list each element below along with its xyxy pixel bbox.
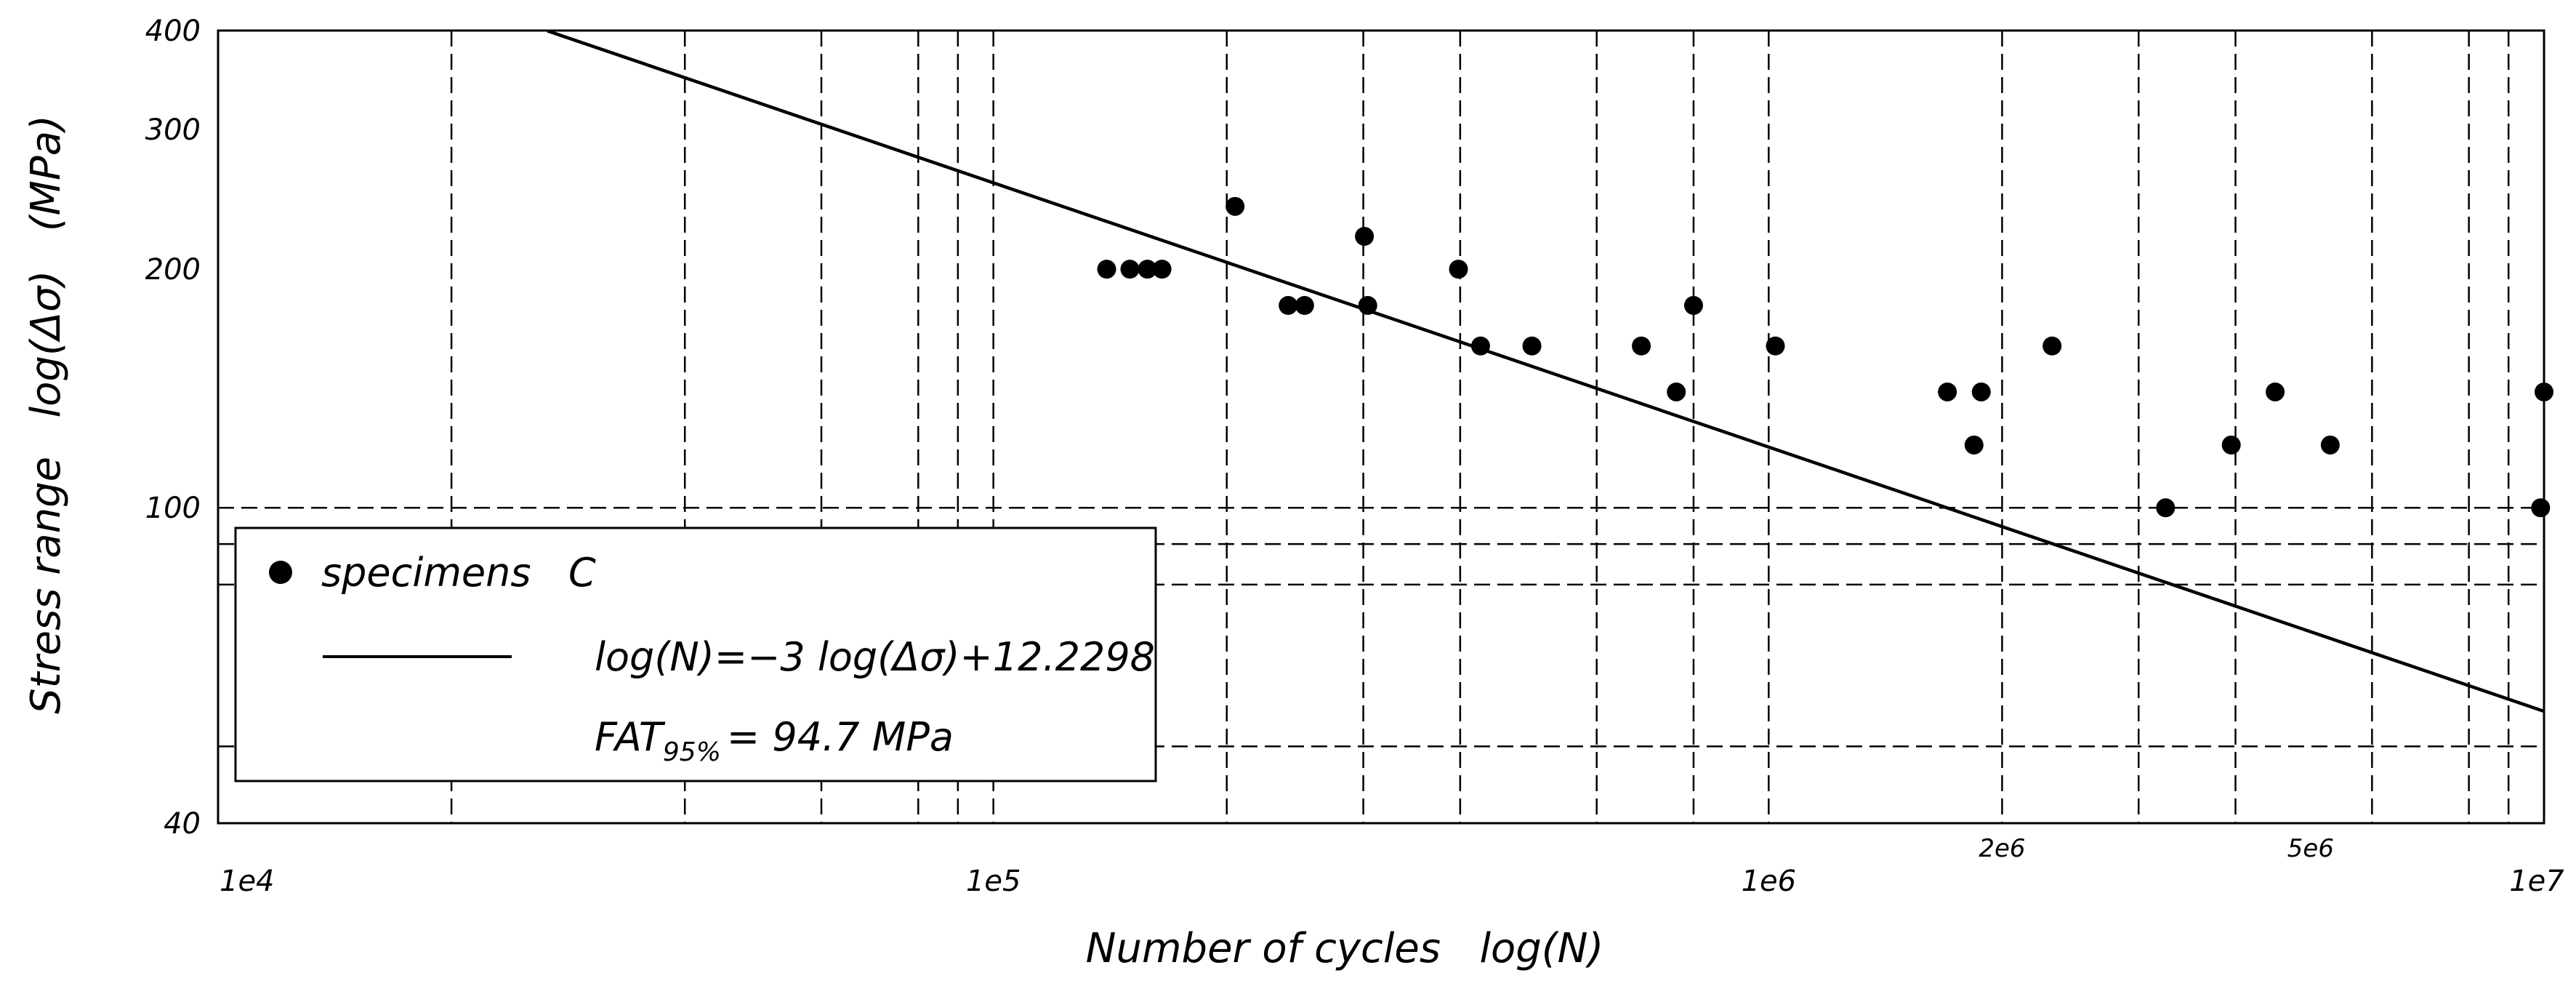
legend-fat-label: FAT95% = 94.7 MPa <box>595 714 954 767</box>
data-point <box>1938 382 1957 401</box>
x-tick-label: 5e6 <box>2287 834 2334 863</box>
y-tick-labels: 400 300 200 100 40 <box>145 15 201 841</box>
data-point <box>1632 336 1651 356</box>
plot-frame <box>217 29 2545 825</box>
data-point <box>2535 382 2553 401</box>
data-point <box>1120 260 1140 279</box>
x-tick-label: 1e6 <box>1742 865 1797 898</box>
legend: specimens C log(N)=−3 log(Δσ)+12.2298 FA… <box>234 526 1157 782</box>
legend-fat-main: FAT <box>595 714 666 760</box>
x-tick-labels: 1e4 1e5 1e6 2e6 5e6 1e7 <box>220 834 2564 898</box>
fit-line-group <box>547 29 2545 713</box>
data-point <box>1152 260 1172 279</box>
legend-box <box>234 526 1157 782</box>
data-point <box>1449 260 1468 279</box>
gridlines <box>218 31 2544 823</box>
data-points <box>1097 196 2553 518</box>
data-point <box>2042 336 2062 356</box>
data-point <box>1667 382 1686 401</box>
data-point <box>2156 498 2175 518</box>
legend-line-label: log(N)=−3 log(Δσ)+12.2298 <box>595 634 1155 680</box>
data-point <box>1766 336 1785 356</box>
legend-fat-subscript: 95% <box>663 737 721 767</box>
legend-marker-label: specimens C <box>321 550 596 596</box>
fit-line <box>547 29 2545 713</box>
data-point <box>1097 260 1116 279</box>
data-point <box>1138 260 1157 279</box>
y-tick-label: 300 <box>145 113 201 147</box>
data-point <box>1355 227 1374 247</box>
data-point <box>2531 498 2551 518</box>
y-tick-label: 40 <box>164 807 201 841</box>
x-tick-label: 2e6 <box>1979 834 2025 863</box>
y-tick-label: 100 <box>145 492 201 525</box>
data-point <box>1470 336 1490 356</box>
data-point <box>1683 295 1703 315</box>
x-axis-title: Number of cycles log(N) <box>1086 925 1604 972</box>
legend-fat-value: = 94.7 MPa <box>727 714 954 760</box>
data-point <box>1225 196 1245 216</box>
legend-marker-icon <box>269 561 292 584</box>
y-tick-label: 200 <box>145 253 201 287</box>
data-point <box>2266 382 2285 401</box>
x-tick-label: 1e5 <box>966 865 1021 898</box>
y-axis-title: Stress range log(Δσ) (MPa) <box>23 115 70 714</box>
data-point <box>1358 295 1377 315</box>
data-point <box>1964 435 1984 455</box>
data-point <box>2320 435 2340 455</box>
data-point <box>1279 295 1298 315</box>
data-point <box>1971 382 1991 401</box>
data-point <box>1295 295 1314 315</box>
x-tick-label: 1e4 <box>220 865 275 898</box>
y-tick-label: 400 <box>145 15 201 48</box>
x-tick-label: 1e7 <box>2509 865 2564 898</box>
data-point <box>2221 435 2241 455</box>
data-point <box>1522 336 1542 356</box>
